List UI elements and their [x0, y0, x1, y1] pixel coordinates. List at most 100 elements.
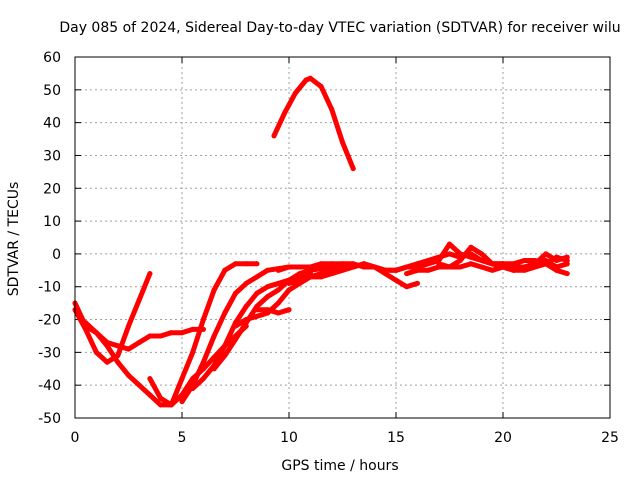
- data-point: [222, 343, 228, 349]
- y-tick-label: 20: [43, 181, 61, 197]
- series-line-9: [254, 307, 292, 316]
- data-point: [265, 307, 271, 313]
- data-point: [554, 258, 559, 263]
- data-point: [200, 359, 206, 365]
- data-point: [511, 261, 517, 267]
- series-line-8: [233, 264, 356, 329]
- data-point: [489, 261, 495, 267]
- data-point: [136, 297, 142, 303]
- data-point: [254, 290, 260, 296]
- data-point: [147, 333, 153, 339]
- data-point: [83, 326, 89, 332]
- data-point: [211, 366, 217, 372]
- data-point: [233, 290, 238, 296]
- data-point: [554, 267, 559, 273]
- ticks: 0 5 10 15 20 25 -50 -40 -30 -20 -10 0 10 20 30 40 50 60: [38, 50, 619, 446]
- data-point: [275, 300, 281, 306]
- x-tick-label: 10: [280, 430, 298, 446]
- y-tick-label: 10: [43, 214, 61, 230]
- x-tick-label: 5: [178, 430, 187, 446]
- data-point: [233, 336, 238, 342]
- data-point: [115, 343, 121, 349]
- data-point: [158, 333, 164, 339]
- data-point: [350, 264, 356, 270]
- data-point: [329, 264, 335, 270]
- data-point: [275, 267, 281, 273]
- series-layer: [72, 75, 570, 408]
- data-point: [222, 310, 228, 316]
- data-point: [93, 349, 99, 355]
- data-point: [307, 264, 313, 270]
- data-point: [243, 280, 249, 286]
- x-tick-label: 15: [387, 430, 405, 446]
- data-point: [104, 340, 110, 345]
- data-point: [158, 402, 164, 408]
- data-point: [447, 241, 452, 247]
- data-point: [265, 284, 271, 290]
- data-point: [414, 267, 420, 273]
- data-point: [329, 271, 335, 277]
- data-point: [211, 287, 217, 293]
- data-point: [292, 90, 298, 96]
- y-tick-label: -20: [38, 313, 61, 329]
- data-point: [479, 251, 485, 257]
- data-point: [233, 323, 238, 329]
- data-point: [500, 264, 506, 270]
- data-point: [297, 277, 303, 283]
- x-tick-label: 0: [71, 430, 80, 446]
- x-tick-label: 25: [601, 430, 619, 446]
- data-point: [468, 261, 474, 267]
- data-point: [425, 267, 431, 273]
- data-point: [404, 271, 410, 277]
- data-point: [275, 310, 281, 316]
- data-point: [179, 330, 185, 336]
- data-point: [126, 346, 131, 352]
- data-point: [83, 320, 89, 326]
- data-point: [340, 264, 345, 270]
- data-point: [243, 303, 249, 309]
- data-point: [382, 267, 388, 273]
- data-point: [372, 264, 378, 270]
- y-tick-label: 0: [52, 247, 61, 263]
- y-tick-label: -30: [38, 345, 61, 361]
- data-point: [93, 330, 99, 336]
- data-point: [318, 274, 324, 280]
- data-point: [318, 84, 324, 89]
- data-point: [457, 258, 463, 263]
- data-point: [511, 267, 517, 273]
- chart-title: Day 085 of 2024, Sidereal Day-to-day VTE…: [59, 20, 620, 36]
- data-point: [147, 392, 153, 398]
- y-tick-label: 40: [43, 116, 61, 132]
- data-point: [136, 382, 142, 388]
- data-point: [457, 264, 463, 270]
- data-point: [243, 261, 249, 267]
- data-point: [286, 307, 292, 313]
- data-point: [265, 267, 271, 273]
- data-point: [393, 267, 399, 273]
- series-line-5: [179, 264, 292, 405]
- y-tick-label: -40: [38, 378, 61, 394]
- data-point: [329, 107, 335, 112]
- data-point: [479, 258, 485, 263]
- data-point: [254, 261, 260, 267]
- data-point: [104, 359, 110, 365]
- data-point: [521, 264, 527, 270]
- data-point: [350, 166, 356, 172]
- data-point: [275, 287, 281, 293]
- data-point: [222, 267, 228, 273]
- x-tick-label: 20: [494, 430, 512, 446]
- data-point: [286, 287, 292, 293]
- data-point: [200, 317, 206, 322]
- data-point: [254, 313, 260, 319]
- data-point: [393, 277, 399, 283]
- data-point: [564, 271, 570, 277]
- data-point: [489, 267, 495, 273]
- data-point: [303, 77, 309, 83]
- data-point: [318, 261, 324, 267]
- data-point: [340, 139, 345, 145]
- y-tick-label: -50: [38, 411, 61, 427]
- data-point: [265, 294, 271, 300]
- data-point: [297, 264, 303, 270]
- data-point: [115, 359, 121, 365]
